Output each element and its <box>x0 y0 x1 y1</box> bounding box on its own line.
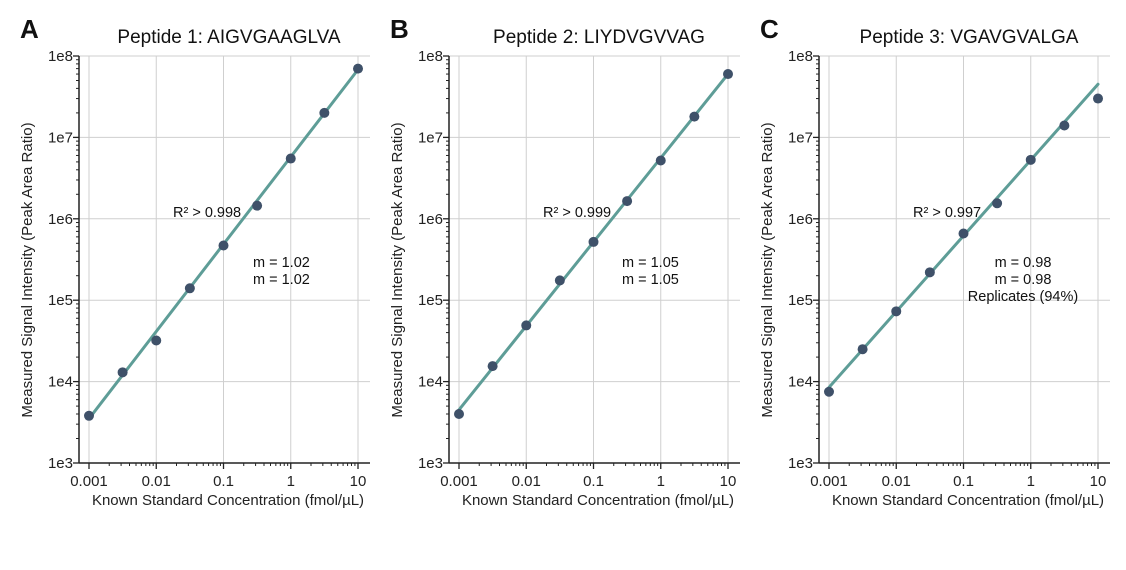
x-axis-label: Known Standard Concentration (fmol/µL) <box>92 492 364 509</box>
data-point <box>1093 93 1103 104</box>
data-point <box>184 283 195 294</box>
annotation: m = 1.05 <box>622 255 679 271</box>
panel-b: 0.001 0.01 0.1 1 10 1e3 1e4 1e5 1e6 1e7 1e8 B Peptid… <box>389 14 740 509</box>
data-point <box>554 275 565 286</box>
y-tick-label: 1e7 <box>788 129 813 146</box>
x-tick-label: 10 <box>350 473 367 490</box>
y-tick-label: 1e6 <box>788 211 813 228</box>
panel-letter: C <box>760 14 779 44</box>
y-tick-label: 1e4 <box>418 374 443 391</box>
y-tick-label: 1e8 <box>418 48 443 65</box>
data-point <box>487 361 498 372</box>
data-point <box>891 306 902 317</box>
x-tick-label: 0.1 <box>953 473 974 490</box>
y-tick-label: 1e8 <box>48 48 73 65</box>
panel-a: 0.001 0.01 0.1 1 10 1e3 1e4 1e5 1e6 1e7 1e8 A Peptid… <box>19 14 370 509</box>
data-point <box>1025 154 1036 165</box>
data-point <box>285 153 296 164</box>
data-point <box>924 267 935 278</box>
data-point <box>655 155 666 166</box>
x-tick-label: 0.001 <box>810 473 848 490</box>
data-point <box>252 200 263 211</box>
x-axis-label: Known Standard Concentration (fmol/µL) <box>462 492 734 509</box>
x-axis-label: Known Standard Concentration (fmol/µL) <box>832 492 1104 509</box>
data-point <box>622 196 633 207</box>
y-tick-label: 1e5 <box>48 292 73 309</box>
y-tick-label: 1e6 <box>418 211 443 228</box>
panel-letter: A <box>20 14 39 44</box>
y-tick-label: 1e4 <box>788 374 813 391</box>
x-tick-label: 0.01 <box>512 473 541 490</box>
annotation: m = 1.05 <box>622 272 679 288</box>
data-point <box>857 344 868 355</box>
y-axis-label: Measured Signal Intensity (Peak Area Rat… <box>19 122 36 417</box>
data-point <box>521 320 532 331</box>
data-point <box>353 63 363 74</box>
x-tick-label: 0.001 <box>70 473 108 490</box>
annotation: m = 0.98 <box>995 255 1052 271</box>
data-point <box>588 236 599 247</box>
data-point <box>1059 120 1070 131</box>
data-point <box>824 386 834 397</box>
annotation: R² > 0.997 <box>913 205 981 221</box>
annotation: m = 1.02 <box>253 255 310 271</box>
annotation: Replicates (94%) <box>968 289 1078 305</box>
data-point <box>454 408 464 419</box>
annotation: m = 0.98 <box>995 272 1052 288</box>
annotation: R² > 0.998 <box>173 205 241 221</box>
x-tick-label: 1 <box>657 473 665 490</box>
x-tick-label: 1 <box>1027 473 1035 490</box>
data-point <box>151 335 162 346</box>
data-point <box>218 240 229 251</box>
data-point <box>117 367 128 378</box>
y-tick-label: 1e8 <box>788 48 813 65</box>
y-tick-label: 1e6 <box>48 211 73 228</box>
y-tick-label: 1e3 <box>418 455 443 472</box>
annotation: m = 1.02 <box>253 272 310 288</box>
y-tick-label: 1e3 <box>48 455 73 472</box>
x-tick-label: 0.1 <box>583 473 604 490</box>
data-point <box>723 69 733 80</box>
data-point <box>958 228 969 239</box>
chart-title: Peptide 2: LIYDVGVVAG <box>493 27 705 48</box>
chart-title: Peptide 1: AIGVGAAGLVA <box>117 27 341 48</box>
y-tick-label: 1e7 <box>418 129 443 146</box>
panel-letter: B <box>390 14 409 44</box>
annotation: R² > 0.999 <box>543 205 611 221</box>
y-tick-label: 1e3 <box>788 455 813 472</box>
data-point <box>319 107 330 118</box>
x-tick-label: 0.01 <box>882 473 911 490</box>
x-tick-label: 0.001 <box>440 473 478 490</box>
y-tick-label: 1e5 <box>418 292 443 309</box>
data-point <box>992 198 1003 209</box>
chart-title: Peptide 3: VGAVGVALGA <box>860 27 1079 48</box>
y-tick-label: 1e4 <box>48 374 73 391</box>
data-point <box>689 111 700 122</box>
x-tick-label: 0.1 <box>213 473 234 490</box>
y-tick-label: 1e7 <box>48 129 73 146</box>
x-tick-label: 1 <box>287 473 295 490</box>
x-tick-label: 10 <box>1090 473 1107 490</box>
data-point <box>84 410 94 421</box>
y-axis-label: Measured Signal Intensity (Peak Area Rat… <box>389 122 406 417</box>
x-tick-label: 0.01 <box>142 473 171 490</box>
x-tick-label: 10 <box>720 473 737 490</box>
y-tick-label: 1e5 <box>788 292 813 309</box>
y-axis-label: Measured Signal Intensity (Peak Area Rat… <box>759 122 776 417</box>
panel-c: 0.001 0.01 0.1 1 10 1e3 1e4 1e5 1e6 1e7 1e8 C Peptid… <box>759 14 1110 509</box>
